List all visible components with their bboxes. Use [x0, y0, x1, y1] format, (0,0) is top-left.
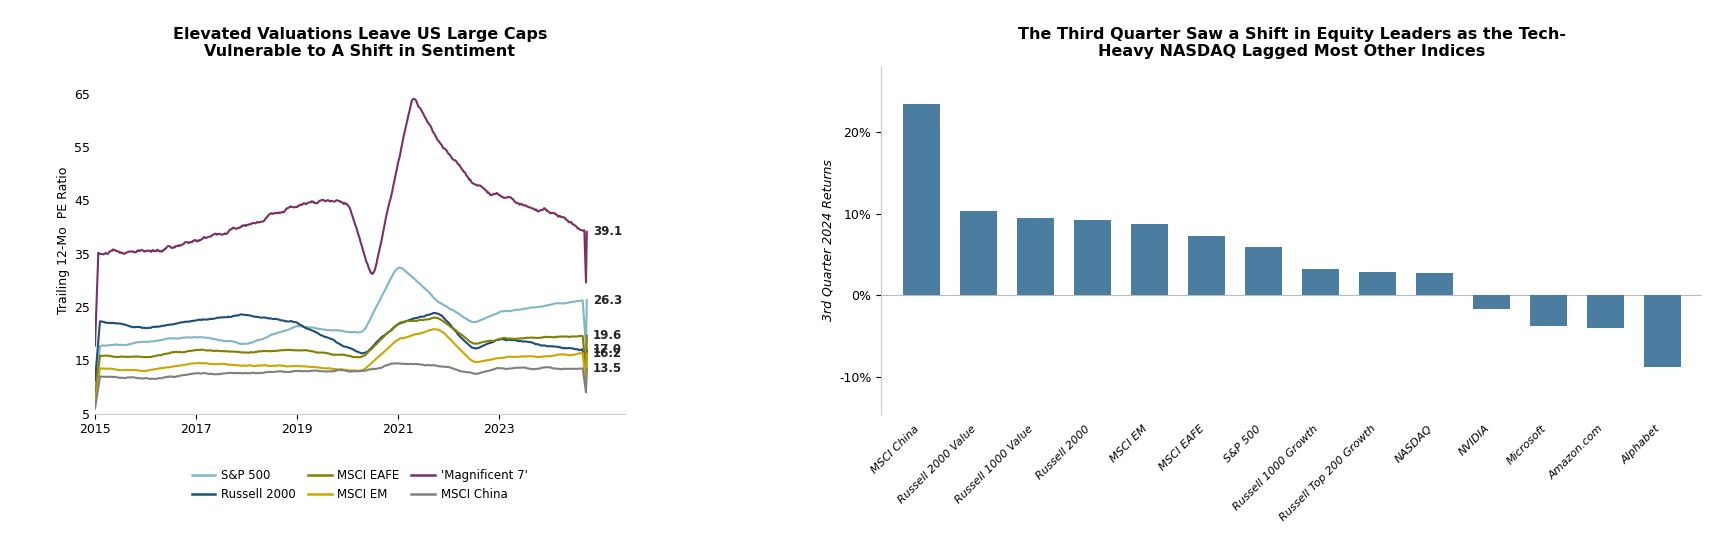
Text: 16.2: 16.2 [593, 348, 622, 361]
Bar [902, 104, 940, 295]
Text: 39.1: 39.1 [593, 225, 622, 238]
Bar [1643, 295, 1681, 367]
Bar [1415, 273, 1453, 295]
Bar [1529, 295, 1567, 326]
Bar [1016, 218, 1054, 295]
Y-axis label: 3rd Quarter 2024 Returns: 3rd Quarter 2024 Returns [823, 159, 835, 321]
Y-axis label: Trailing 12-Mo  PE Ratio: Trailing 12-Mo PE Ratio [57, 167, 71, 314]
Bar [1301, 269, 1339, 295]
Title: The Third Quarter Saw a Shift in Equity Leaders as the Tech-
Heavy NASDAQ Lagged: The Third Quarter Saw a Shift in Equity … [1018, 27, 1566, 59]
Bar [1472, 295, 1510, 309]
Text: 26.3: 26.3 [593, 293, 622, 306]
Legend: S&P 500, Russell 2000, MSCI EAFE, MSCI EM, 'Magnificent 7', MSCI China: S&P 500, Russell 2000, MSCI EAFE, MSCI E… [187, 465, 532, 506]
Bar [1187, 236, 1225, 295]
Bar [1586, 295, 1624, 328]
Bar [1130, 225, 1168, 295]
Text: 13.5: 13.5 [593, 362, 622, 375]
Bar [1073, 220, 1111, 295]
Bar [959, 211, 997, 295]
Text: 17.0: 17.0 [593, 343, 622, 356]
Text: 19.6: 19.6 [593, 329, 622, 342]
Title: Elevated Valuations Leave US Large Caps
Vulnerable to A Shift in Sentiment: Elevated Valuations Leave US Large Caps … [173, 27, 548, 59]
Bar [1244, 247, 1282, 295]
Bar [1358, 272, 1396, 295]
